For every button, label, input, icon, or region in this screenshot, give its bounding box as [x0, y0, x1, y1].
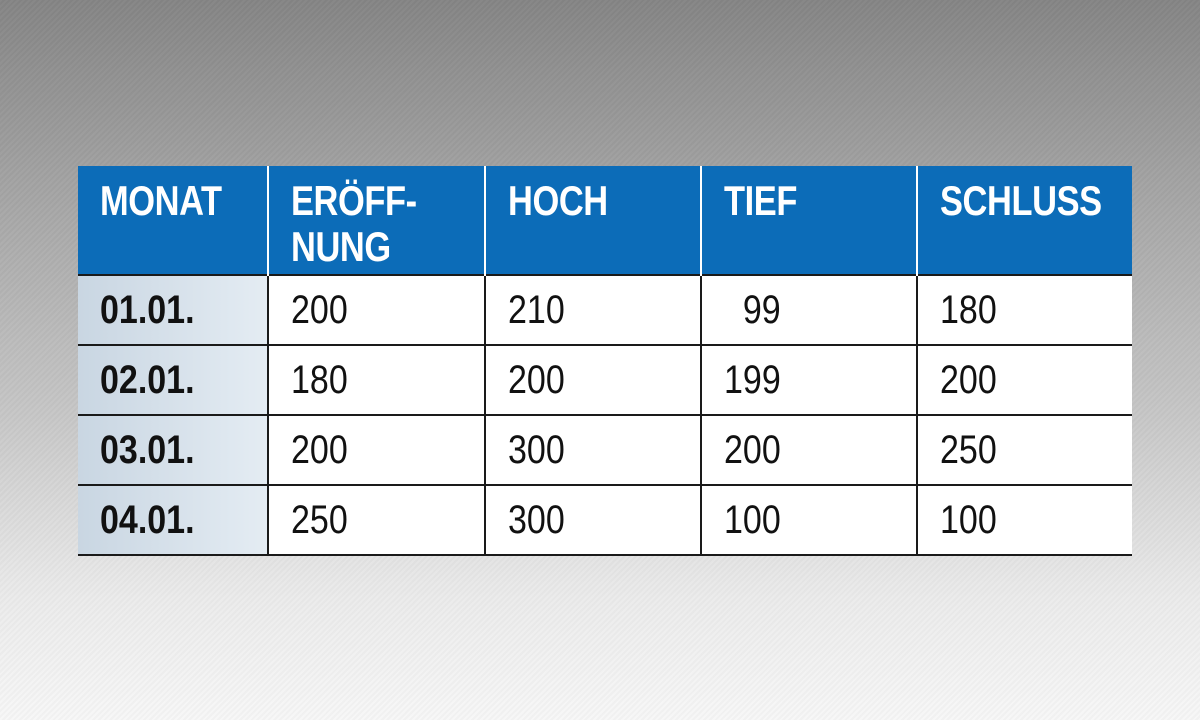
header-label: ERÖFF- NUNG	[291, 177, 417, 270]
table-row: 03.01. 200 300 200 250	[78, 414, 1132, 485]
cell-hoch: 200	[484, 344, 701, 415]
cell-eroeffnung: 180	[267, 344, 485, 415]
header-label: SCHLUSS	[940, 177, 1102, 224]
cell-schluss: 200	[916, 344, 1132, 415]
cell-value: 01.01.	[100, 287, 195, 332]
cell-value: 03.01.	[100, 427, 195, 472]
cell-value: 100	[940, 497, 997, 542]
header-label: MONAT	[100, 177, 222, 224]
row-date: 01.01.	[78, 274, 268, 345]
row-date: 03.01.	[78, 414, 268, 485]
row-date: 04.01.	[78, 484, 268, 556]
cell-value: 250	[940, 427, 997, 472]
cell-value: 199	[724, 357, 781, 402]
header-eroeffnung: ERÖFF- NUNG	[267, 166, 485, 275]
cell-value: 200	[291, 287, 348, 332]
table-row: 02.01. 180 200 199 200	[78, 344, 1132, 415]
cell-hoch: 300	[484, 414, 701, 485]
cell-tief: 99	[700, 274, 917, 345]
cell-tief: 200	[700, 414, 917, 485]
cell-value: 04.01.	[100, 497, 195, 542]
cell-eroeffnung: 200	[267, 274, 485, 345]
cell-value: 99	[724, 287, 781, 332]
price-table: MONAT ERÖFF- NUNG HOCH TIEF SCHLUSS 01.0…	[78, 166, 1132, 556]
cell-value: 200	[724, 427, 781, 472]
cell-value: 300	[508, 427, 565, 472]
header-hoch: HOCH	[484, 166, 701, 275]
cell-tief: 100	[700, 484, 917, 556]
cell-value: 100	[724, 497, 781, 542]
cell-hoch: 300	[484, 484, 701, 556]
cell-value: 02.01.	[100, 357, 195, 402]
cell-value: 300	[508, 497, 565, 542]
cell-value: 200	[291, 427, 348, 472]
cell-value: 200	[508, 357, 565, 402]
header-row: MONAT ERÖFF- NUNG HOCH TIEF SCHLUSS	[78, 166, 1132, 275]
header-label: TIEF	[724, 177, 797, 224]
cell-value: 210	[508, 287, 565, 332]
cell-value: 200	[940, 357, 997, 402]
cell-schluss: 180	[916, 274, 1132, 345]
cell-value: 180	[291, 357, 348, 402]
cell-hoch: 210	[484, 274, 701, 345]
header-schluss: SCHLUSS	[916, 166, 1132, 275]
table-row: 04.01. 250 300 100 100	[78, 484, 1132, 556]
cell-tief: 199	[700, 344, 917, 415]
cell-schluss: 100	[916, 484, 1132, 556]
cell-value: 180	[940, 287, 997, 332]
cell-eroeffnung: 250	[267, 484, 485, 556]
cell-value: 250	[291, 497, 348, 542]
row-date: 02.01.	[78, 344, 268, 415]
cell-schluss: 250	[916, 414, 1132, 485]
table-row: 01.01. 200 210 99 180	[78, 274, 1132, 345]
cell-eroeffnung: 200	[267, 414, 485, 485]
header-monat: MONAT	[78, 166, 268, 275]
header-tief: TIEF	[700, 166, 917, 275]
header-label: HOCH	[508, 177, 608, 224]
